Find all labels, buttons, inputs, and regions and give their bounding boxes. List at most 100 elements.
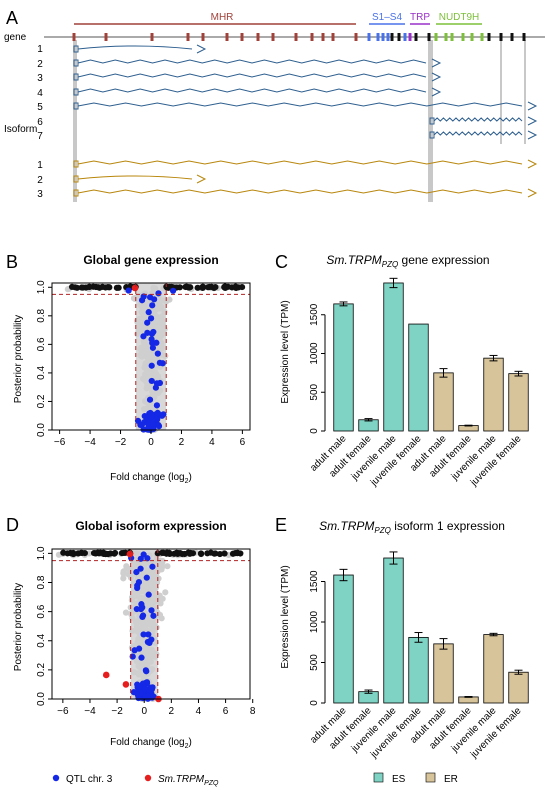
gene-point <box>143 579 151 586</box>
qtl-point <box>155 290 162 297</box>
isoform-tracks <box>73 44 538 198</box>
qtl-point <box>133 605 140 613</box>
bar <box>508 373 529 432</box>
isoform-intron-line <box>77 102 523 107</box>
qtl-point <box>134 681 141 688</box>
bar <box>358 419 379 432</box>
y-tick-label: 0 <box>309 428 320 434</box>
qtl-point <box>151 296 158 303</box>
qtl-point <box>145 309 152 316</box>
gene-point <box>153 567 161 574</box>
gene-point <box>128 611 135 618</box>
gene-point <box>157 600 164 607</box>
gene-point <box>159 595 166 602</box>
qtl-point <box>154 409 161 416</box>
gene-point <box>142 559 149 567</box>
y-tick-label: 0.2 <box>36 394 47 408</box>
chart-e-title: Sm.TRPMPZQ isoform 1 expression <box>319 519 505 535</box>
panel-letter-d: D <box>6 515 19 535</box>
gene-exon <box>256 33 260 41</box>
gene-exon <box>354 33 358 41</box>
significant-point <box>86 283 93 291</box>
chart-c-ylabel: Expression level (TPM) <box>280 300 291 403</box>
gene-point <box>120 575 127 582</box>
x-tick-label: 0 <box>141 706 147 717</box>
gene-point <box>162 589 169 596</box>
gene-point <box>149 626 156 634</box>
significant-point <box>216 550 223 558</box>
y-tick-label: 0.4 <box>36 633 47 647</box>
qtl-point <box>148 377 155 385</box>
nudt9h-domain-label: NUDT9H <box>439 12 480 23</box>
gene-exon <box>386 33 390 41</box>
legend-es-swatch <box>373 772 384 783</box>
qtl-point <box>159 360 166 367</box>
panel-letter-e: E <box>275 515 287 535</box>
chart-d: −6 −4 −2 0 2 4 6 8 0.0 0.2 0.4 0.6 0.8 1.0 <box>36 546 256 717</box>
legend-er-label: ER <box>444 774 458 785</box>
qtl-point <box>153 339 160 346</box>
gene-exon <box>72 33 76 41</box>
gene-point <box>149 392 156 399</box>
gene-point <box>148 648 155 655</box>
qtl-point <box>144 693 151 700</box>
gene-exon <box>414 33 418 41</box>
isoform-axis-label: Isoform <box>4 124 37 135</box>
gene-point <box>164 563 171 570</box>
qtl-point <box>149 344 157 351</box>
gene-point <box>134 638 142 645</box>
gene-point <box>120 570 127 577</box>
qtl-point <box>148 362 155 369</box>
x-tick-label: −2 <box>111 706 123 717</box>
gene-point <box>140 405 148 413</box>
qtl-point <box>169 287 177 294</box>
y-tick-label: 0.0 <box>36 692 47 706</box>
bar <box>483 634 504 704</box>
qtl-point <box>154 350 161 357</box>
panel-letter-b: B <box>6 252 18 272</box>
qtl-point <box>145 424 152 431</box>
gene-exon <box>408 33 412 41</box>
qtl-point <box>148 336 155 343</box>
significant-point <box>222 284 229 291</box>
x-tick-label: −6 <box>54 437 66 448</box>
isoform-end-arrow <box>431 58 442 68</box>
gene-exon <box>390 33 394 41</box>
isoform-end-arrow <box>527 159 538 169</box>
gene-row-label: gene <box>4 32 27 43</box>
isoform-intron-line <box>77 160 523 165</box>
panel-b: B Global gene expression −6 −4 −2 0 2 4 6 0.0 0.… <box>6 252 251 485</box>
gene-exon <box>381 33 385 41</box>
qtl-point <box>138 601 145 608</box>
trp-domain-label: TRP <box>410 12 430 23</box>
isoform-number-label: 2 <box>37 175 43 186</box>
gene-point <box>122 609 130 616</box>
x-tick-label: −2 <box>115 437 127 448</box>
gene-point <box>140 626 147 633</box>
qtl-point <box>125 287 132 294</box>
gene-exon <box>104 33 108 41</box>
bar <box>408 323 429 432</box>
significant-point <box>212 284 219 291</box>
qtl-point <box>158 412 166 419</box>
panel-letter-c: C <box>275 252 288 272</box>
x-tick-label: 6 <box>223 706 229 717</box>
trpm-point <box>102 671 110 679</box>
qtl-point <box>142 667 149 674</box>
gene-exon <box>510 33 514 41</box>
isoform-number-label: 6 <box>37 117 43 128</box>
isoform-number-label: 5 <box>37 102 43 113</box>
highlight-column <box>500 40 502 144</box>
y-tick-label: 500 <box>309 383 320 400</box>
gene-exon <box>522 33 526 41</box>
chart-b-xlabel: Fold change (log2) <box>110 472 192 485</box>
gene-exon <box>376 33 380 41</box>
gene-exon <box>240 33 244 41</box>
isoform-intron-line <box>77 73 427 78</box>
significant-point <box>165 284 172 291</box>
qtl-point <box>148 416 156 423</box>
significant-point <box>194 284 201 291</box>
gene-exon <box>450 33 454 41</box>
gene-point <box>138 588 146 595</box>
qtl-point <box>140 631 147 638</box>
